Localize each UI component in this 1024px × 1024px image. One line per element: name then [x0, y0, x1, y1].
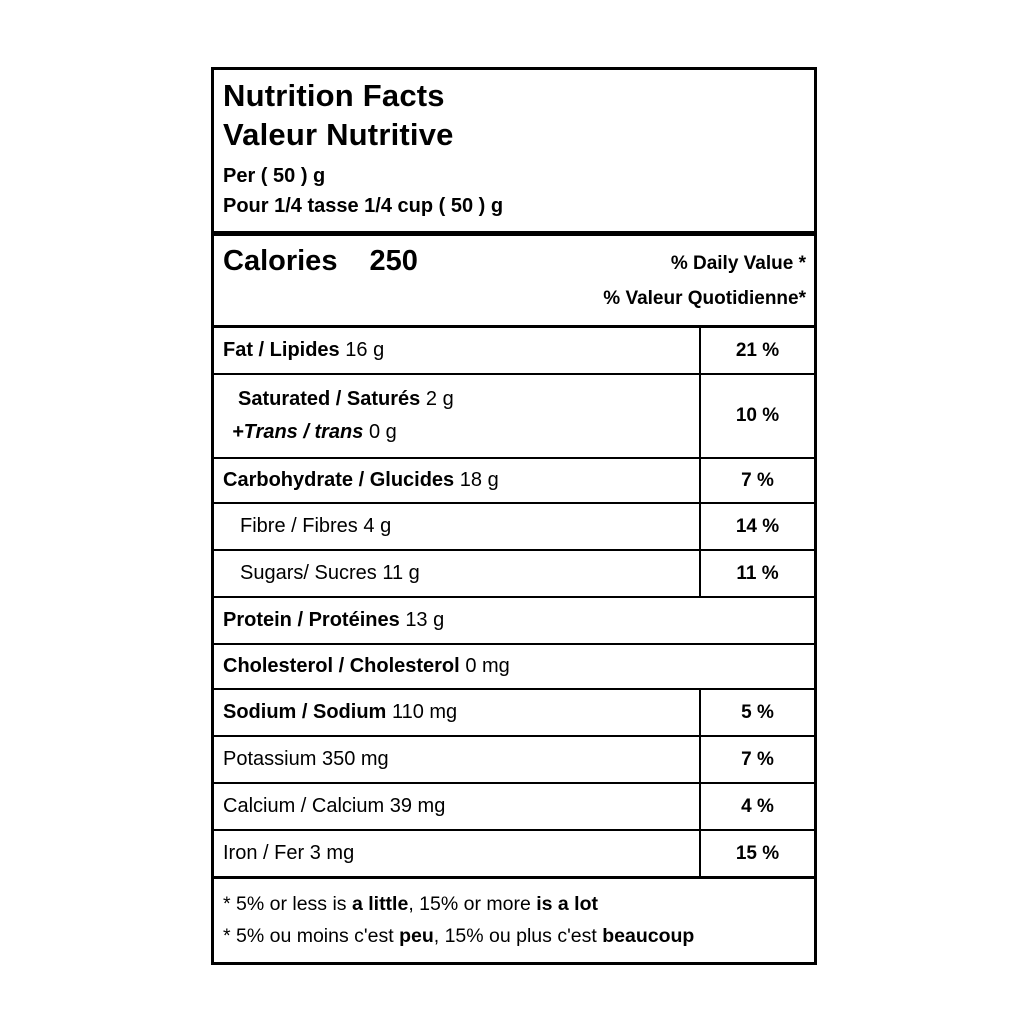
daily-value-header-en: % Daily Value *	[670, 253, 806, 274]
nutrient-amount: 350 mg	[321, 748, 389, 770]
nutrient-amount: 18 g	[459, 469, 499, 491]
nutrient-label: Iron / Fer 3 mg	[214, 831, 699, 876]
nutrient-row-sodium: Sodium / Sodium 110 mg 5 %	[214, 688, 814, 735]
footnote-text: is a lot	[536, 893, 598, 915]
nutrient-name: +Trans / trans	[232, 421, 364, 443]
nutrient-name: Carbohydrate / Glucides	[223, 469, 455, 491]
daily-value: 7 %	[741, 748, 774, 770]
daily-value: 14 %	[735, 515, 780, 537]
nutrient-row-protein: Protein / Protéines 13 g	[214, 596, 814, 643]
daily-value-cell: 21 %	[699, 328, 814, 373]
footnote-text: * 5% or less is	[223, 893, 352, 915]
daily-value: 10 %	[735, 405, 780, 426]
nutrient-amount: 2 g	[425, 388, 454, 410]
daily-value-cell: 11 %	[699, 551, 814, 596]
nutrient-name: Potassium	[223, 748, 317, 770]
daily-value-cell: 7 %	[699, 459, 814, 502]
daily-value: 7 %	[741, 469, 774, 491]
nutrient-name: Cholesterol / Cholesterol	[223, 655, 460, 677]
title-fr: Valeur Nutritive	[223, 117, 454, 152]
daily-value: 15 %	[735, 842, 780, 864]
nutrient-name: Sugars/ Sucres	[240, 562, 377, 584]
footnote-text: , 15% or more	[408, 893, 537, 915]
nutrient-name: Iron / Fer	[223, 842, 305, 864]
daily-value-cell: 4 %	[699, 784, 814, 829]
nutrient-label: Sodium / Sodium 110 mg	[214, 690, 699, 735]
nutrient-row-saturated-trans: Saturated / Saturés 2 g +Trans / trans 0 g…	[214, 373, 814, 457]
label-header: Nutrition Facts Valeur Nutritive Per ( 5…	[214, 70, 814, 236]
nutrient-name: Saturated / Saturés	[238, 388, 421, 410]
daily-value: 21 %	[735, 339, 780, 361]
nutrient-amount: 39 mg	[389, 795, 446, 817]
nutrient-name: Protein / Protéines	[223, 609, 400, 631]
calories-section: Calories 250 % Daily Value * % Valeur Quo…	[214, 236, 814, 328]
footnote-text: a little	[351, 893, 409, 915]
nutrient-name: Fat / Lipides	[223, 339, 340, 361]
nutrient-row-sugars: Sugars/ Sucres 11 g 11 %	[214, 549, 814, 596]
daily-value: 11 %	[736, 562, 779, 584]
title-en: Nutrition Facts	[223, 78, 445, 113]
nutrient-label: Calcium / Calcium 39 mg	[214, 784, 699, 829]
nutrient-row-calcium: Calcium / Calcium 39 mg 4 %	[214, 782, 814, 829]
nutrient-row-carbohydrate: Carbohydrate / Glucides 18 g 7 %	[214, 457, 814, 502]
daily-value-header-fr: % Valeur Quotidienne*	[603, 288, 806, 309]
calories: Calories 250	[223, 244, 418, 278]
nutrient-amount: 3 mg	[309, 842, 355, 864]
nutrient-label: Saturated / Saturés 2 g +Trans / trans 0 g	[214, 375, 699, 457]
daily-value: 5 %	[741, 701, 774, 723]
daily-value-cell: 5 %	[699, 690, 814, 735]
nutrient-label: Carbohydrate / Glucides 18 g	[214, 459, 699, 502]
footnote-fr: * 5% ou moins c'est peu, 15% ou plus c'e…	[223, 920, 806, 952]
nutrient-row-iron: Iron / Fer 3 mg 15 %	[214, 829, 814, 876]
serving-size-en: Per ( 50 ) g	[223, 165, 326, 187]
nutrient-name: Sodium / Sodium	[223, 701, 387, 723]
serving-size-fr: Pour 1/4 tasse 1/4 cup ( 50 ) g	[223, 195, 504, 217]
nutrient-label: Sugars/ Sucres 11 g	[214, 551, 699, 596]
nutrient-label: Protein / Protéines 13 g	[214, 598, 814, 643]
nutrient-row-fibre: Fibre / Fibres 4 g 14 %	[214, 502, 814, 549]
footnote-text: beaucoup	[602, 925, 695, 947]
nutrient-row-fat: Fat / Lipides 16 g 21 %	[214, 328, 814, 373]
nutrient-amount: 16 g	[345, 339, 385, 361]
daily-value-cell: 7 %	[699, 737, 814, 782]
trans-line: +Trans / trans 0 g	[214, 416, 397, 449]
nutrient-amount: 110 mg	[391, 701, 458, 723]
nutrition-facts-label: Nutrition Facts Valeur Nutritive Per ( 5…	[211, 67, 817, 965]
nutrient-amount: 4 g	[363, 515, 392, 537]
calories-label: Calories	[223, 245, 338, 277]
daily-value-cell: 15 %	[699, 831, 814, 876]
nutrient-amount: 11 g	[382, 562, 420, 584]
footnote-text: , 15% ou plus c'est	[433, 925, 603, 947]
daily-value-cell: 14 %	[699, 504, 814, 549]
nutrient-label: Cholesterol / Cholesterol 0 mg	[214, 645, 814, 688]
nutrient-row-cholesterol: Cholesterol / Cholesterol 0 mg	[214, 643, 814, 688]
nutrient-amount: 0 mg	[465, 655, 510, 677]
nutrient-row-potassium: Potassium 350 mg 7 %	[214, 735, 814, 782]
calories-value: 250	[369, 245, 418, 277]
nutrient-name: Calcium / Calcium	[223, 795, 385, 817]
footnote-section: * 5% or less is a little, 15% or more is…	[214, 876, 814, 962]
nutrient-name: Fibre / Fibres	[240, 515, 358, 537]
daily-value-headers: % Daily Value * % Valeur Quotidienne*	[603, 244, 806, 316]
daily-value-cell: 10 %	[699, 375, 814, 457]
saturated-line: Saturated / Saturés 2 g	[214, 383, 454, 416]
nutrient-label: Fibre / Fibres 4 g	[214, 504, 699, 549]
footnote-text: peu	[399, 925, 434, 947]
nutrient-label: Fat / Lipides 16 g	[214, 328, 699, 373]
nutrient-label: Potassium 350 mg	[214, 737, 699, 782]
nutrient-amount: 13 g	[405, 609, 445, 631]
footnote-text: * 5% ou moins c'est	[223, 925, 400, 947]
footnote-en: * 5% or less is a little, 15% or more is…	[223, 888, 806, 920]
nutrient-amount: 0 g	[368, 421, 397, 443]
daily-value: 4 %	[741, 795, 774, 817]
